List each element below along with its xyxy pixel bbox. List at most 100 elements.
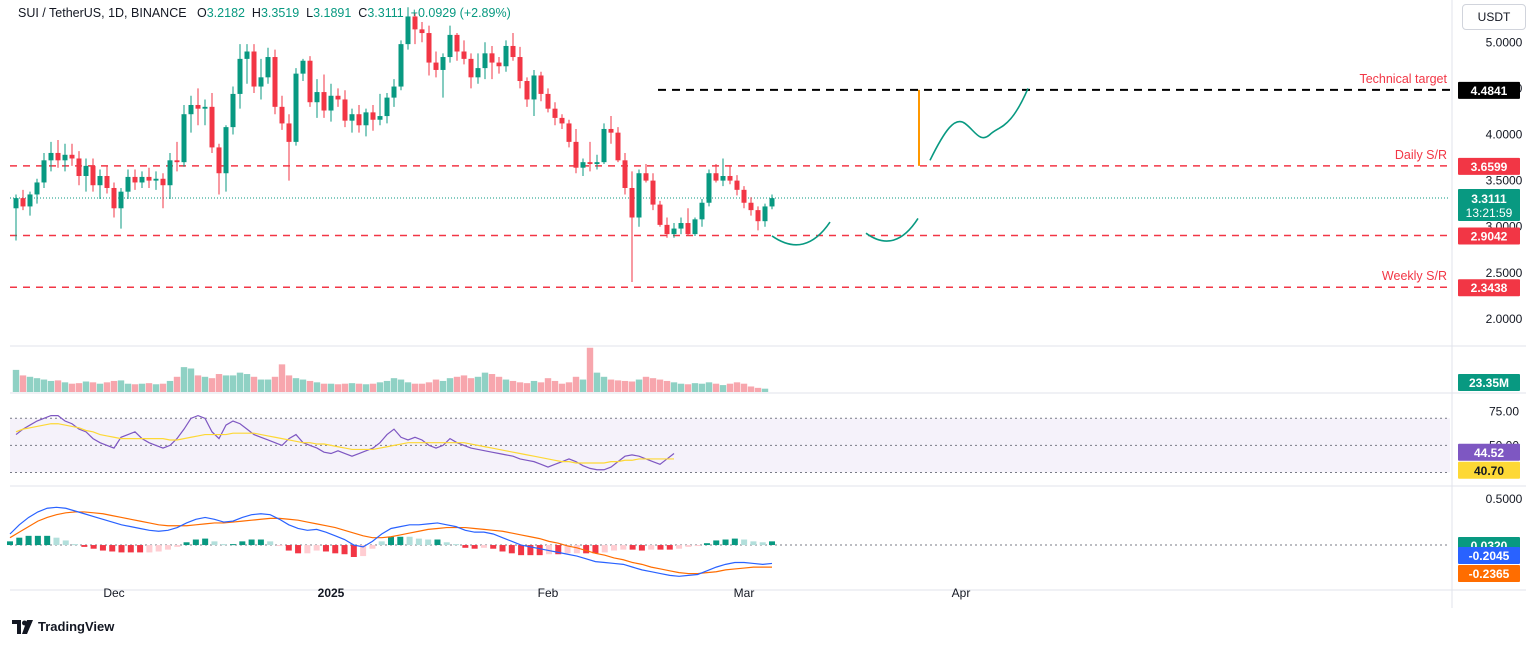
time-tick-label: Apr — [952, 586, 971, 600]
volume-bar — [579, 379, 587, 392]
candle-body — [643, 173, 649, 181]
volume-bar — [257, 379, 265, 392]
volume-bar — [201, 376, 209, 392]
volume-bar — [453, 376, 461, 392]
candle-body — [433, 62, 439, 70]
candle-body — [580, 162, 586, 168]
candle-body — [328, 95, 334, 111]
volume-bar — [313, 382, 321, 392]
volume-bar — [621, 380, 629, 392]
volume-bar — [740, 383, 748, 392]
volume-bar — [649, 378, 657, 392]
volume-bar — [425, 382, 433, 392]
candle-body — [461, 51, 467, 59]
macd-histogram-bar — [62, 540, 69, 546]
candle-body — [62, 154, 68, 161]
volume-bar — [551, 380, 559, 392]
volume-bar — [362, 384, 370, 392]
volume-bar — [47, 380, 55, 392]
candle-body — [279, 106, 285, 124]
high-label: H — [251, 6, 261, 20]
volume-bar — [306, 380, 314, 392]
volume-bar — [299, 379, 307, 392]
volume-bar — [586, 347, 594, 392]
macd-histogram-bar — [109, 545, 116, 552]
macd-histogram-bar — [248, 539, 255, 546]
macd-histogram-bar — [620, 545, 627, 550]
volume-bar — [194, 375, 202, 392]
volume-bar — [481, 372, 489, 392]
candle-body — [398, 44, 404, 87]
macd-histogram-bar — [555, 545, 562, 555]
volume-bar — [187, 368, 195, 392]
macd-histogram-bar — [146, 545, 153, 553]
volume-bar — [488, 374, 496, 392]
change-value: +0.0929 (+2.89%) — [410, 6, 511, 20]
volume-bar — [264, 379, 272, 392]
volume-bar — [33, 378, 41, 392]
candle-body — [552, 108, 558, 118]
volume-bar — [691, 383, 699, 392]
volume-bar — [523, 383, 531, 392]
macd-histogram-bar — [490, 545, 497, 549]
volume-bar — [110, 380, 118, 392]
candle-body — [167, 160, 173, 186]
candle-body — [244, 51, 250, 59]
candle-body — [391, 86, 397, 98]
candle-body — [377, 116, 383, 120]
level-value-label: 4.4841 — [1458, 81, 1520, 99]
macd-histogram-bar — [564, 545, 571, 554]
candle-body — [678, 223, 684, 229]
rsi-value-label-text: 44.52 — [1474, 446, 1504, 460]
candle-body — [265, 57, 271, 78]
last-price-label-bg — [1458, 189, 1520, 222]
macd-histogram-bar — [332, 545, 339, 554]
candle-body — [286, 123, 292, 142]
rsi-ma-value-label-text: 40.70 — [1474, 464, 1504, 478]
currency-unit-label: USDT — [1477, 10, 1511, 24]
volume-bar — [656, 379, 664, 392]
volume-bar — [278, 364, 286, 392]
macd-histogram-bar — [183, 542, 190, 546]
volume-bar — [166, 380, 174, 392]
volume-bar — [411, 383, 419, 392]
candle-body — [230, 93, 236, 128]
candle-body — [657, 204, 663, 225]
macd-histogram-bar — [72, 544, 79, 546]
volume-bar — [565, 382, 573, 392]
volume-bar — [761, 388, 769, 392]
macd-histogram-bar — [369, 545, 376, 549]
symbol-title[interactable]: SUI / TetherUS, 1D, BINANCE — [18, 6, 187, 20]
macd-histogram-bar — [480, 545, 487, 548]
candle-body — [76, 158, 82, 176]
currency-unit-button[interactable]: USDT — [1462, 4, 1526, 30]
macd-histogram-bar — [443, 542, 450, 546]
macd-histogram-bar — [164, 545, 171, 550]
high-value: 3.3519 — [260, 6, 300, 20]
rsi-ma-value-label: 40.70 — [1458, 461, 1520, 479]
macd-histogram-bar — [759, 542, 766, 546]
level-value-label-bg — [1458, 157, 1520, 175]
macd-histogram-bar — [722, 539, 729, 546]
candle-body — [55, 152, 61, 161]
candle-body — [41, 160, 47, 183]
volume-bar — [180, 367, 188, 392]
candle-body — [482, 53, 488, 69]
candle-body — [321, 92, 327, 111]
candle-body — [412, 16, 418, 30]
candle-body — [566, 123, 572, 142]
candle-body — [531, 75, 537, 100]
volume-bar — [236, 372, 244, 392]
macd-histogram-bar — [453, 544, 460, 546]
level-value-label-text: 2.3438 — [1471, 281, 1508, 295]
candle-body — [685, 223, 691, 235]
candle-body — [671, 228, 677, 235]
volume-bar — [698, 383, 706, 392]
candle-body — [48, 152, 54, 161]
macd-histogram-bar — [703, 543, 710, 546]
candle-body — [713, 173, 719, 181]
volume-bar — [285, 375, 293, 392]
tradingview-logo[interactable]: TradingView — [12, 619, 114, 634]
